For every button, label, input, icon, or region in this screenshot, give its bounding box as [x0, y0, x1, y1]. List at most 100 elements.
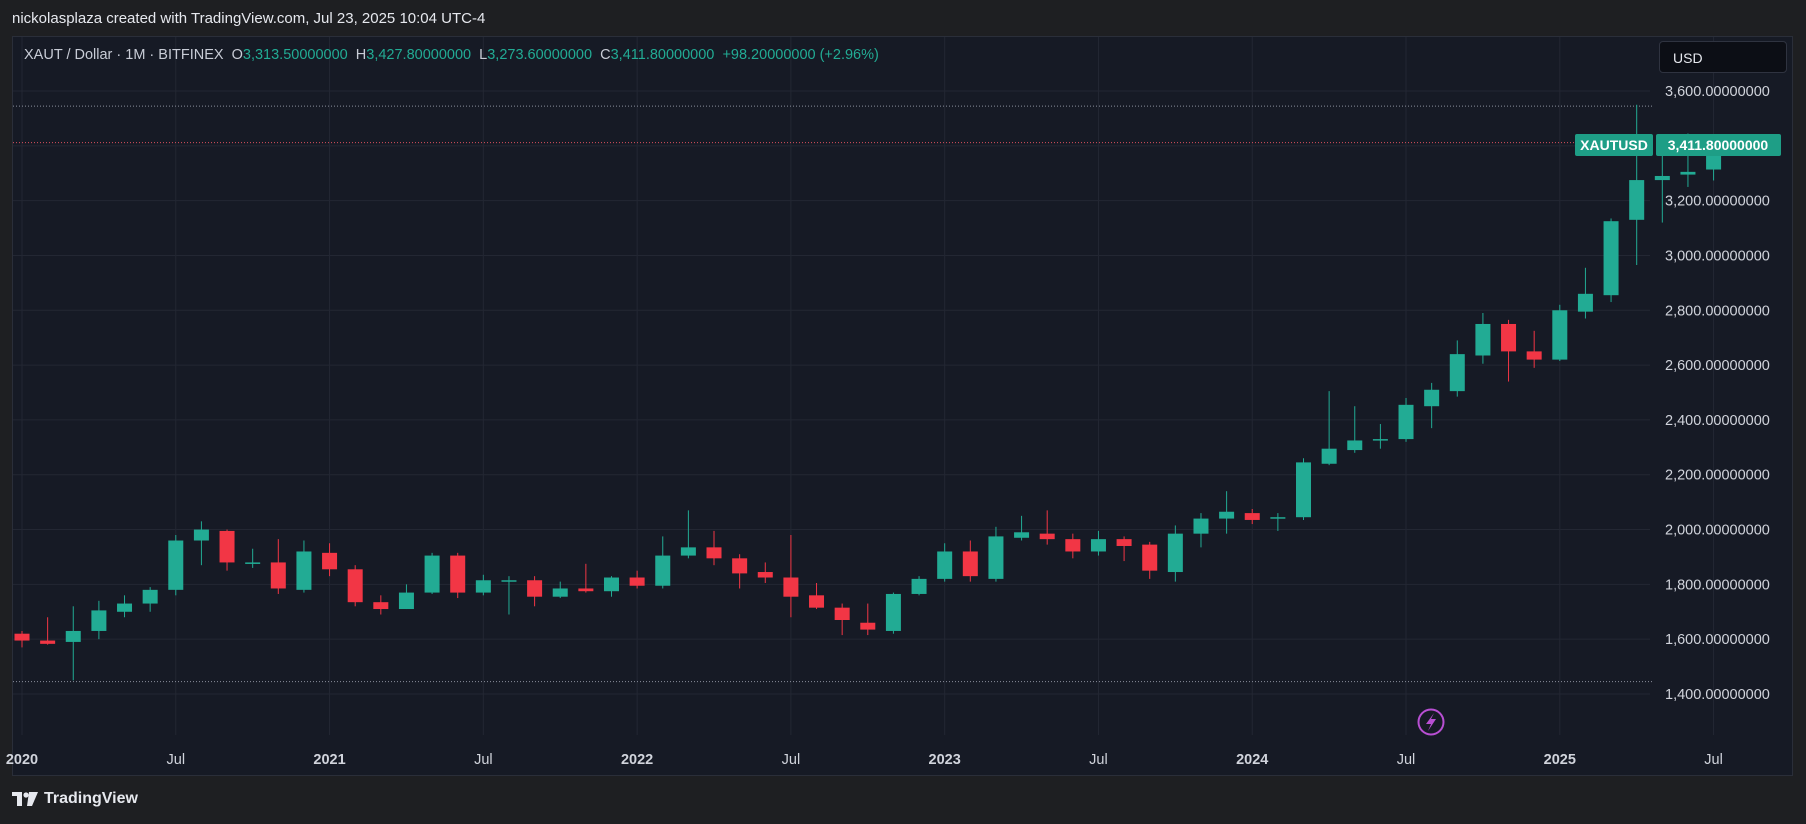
candle[interactable]: [1629, 104, 1645, 266]
candle[interactable]: [1244, 508, 1260, 525]
candle[interactable]: [40, 617, 56, 645]
currency-selector[interactable]: USD: [1659, 41, 1787, 73]
candle[interactable]: [65, 606, 81, 681]
low-label: L: [479, 47, 488, 63]
candle[interactable]: [1065, 533, 1081, 559]
change-value: +98.20000000 (+2.96%): [722, 47, 879, 63]
lightning-bolt-icon[interactable]: [1417, 708, 1445, 736]
candle[interactable]: [14, 630, 30, 648]
candle[interactable]: [117, 595, 133, 618]
candle-body: [219, 530, 235, 563]
candle-body: [962, 551, 978, 577]
candle[interactable]: [245, 548, 261, 568]
candle-body: [1398, 404, 1414, 440]
candle[interactable]: [1296, 458, 1311, 520]
candle[interactable]: [1372, 424, 1388, 449]
candle-body: [91, 610, 107, 631]
candle[interactable]: [450, 552, 466, 599]
candle[interactable]: [962, 540, 978, 582]
candle[interactable]: [706, 530, 722, 566]
time-tick-label: Jul: [782, 752, 801, 768]
candle-body: [424, 555, 440, 593]
candle-body: [1321, 448, 1337, 464]
candle[interactable]: [1219, 491, 1235, 534]
candle[interactable]: [552, 581, 568, 599]
candle[interactable]: [783, 535, 799, 618]
candle[interactable]: [1347, 406, 1363, 453]
symbol-title[interactable]: XAUT / Dollar · 1M · BITFINEX: [24, 47, 224, 63]
candle[interactable]: [373, 595, 389, 615]
candle[interactable]: [1603, 218, 1619, 303]
candle[interactable]: [655, 536, 671, 589]
candle[interactable]: [398, 584, 414, 610]
candle-body: [1475, 323, 1491, 356]
candle[interactable]: [1193, 513, 1209, 548]
time-tick-label: Jul: [474, 752, 493, 768]
candle-body: [1014, 532, 1030, 538]
candle[interactable]: [347, 565, 363, 607]
candle[interactable]: [322, 543, 338, 577]
candle-body: [527, 580, 543, 597]
candle[interactable]: [757, 562, 773, 583]
candle[interactable]: [1321, 391, 1337, 466]
candle-body: [1449, 354, 1465, 392]
candle-body: [757, 572, 773, 578]
candle[interactable]: [834, 603, 850, 636]
candle[interactable]: [1270, 513, 1286, 531]
candle[interactable]: [1167, 525, 1183, 582]
candle[interactable]: [1398, 397, 1414, 442]
candle[interactable]: [168, 535, 184, 596]
candle[interactable]: [1142, 541, 1158, 579]
tradingview-logo[interactable]: TradingView: [12, 790, 138, 808]
candle[interactable]: [1449, 340, 1465, 397]
candle[interactable]: [1039, 510, 1055, 545]
candle[interactable]: [937, 543, 953, 582]
candle[interactable]: [142, 587, 158, 612]
candle[interactable]: [219, 529, 235, 571]
candle[interactable]: [1116, 536, 1132, 562]
candle[interactable]: [988, 526, 1004, 582]
close-value: 3,411.80000000: [610, 47, 715, 63]
candle[interactable]: [270, 539, 286, 594]
candle[interactable]: [732, 554, 748, 589]
candle-body: [809, 595, 825, 608]
candle[interactable]: [1501, 319, 1517, 382]
candle-body: [1244, 513, 1260, 520]
candle[interactable]: [1552, 304, 1568, 361]
candle-body: [911, 578, 927, 594]
chart-panel[interactable]: [12, 36, 1793, 776]
candle[interactable]: [91, 600, 107, 640]
candle[interactable]: [911, 576, 927, 596]
candle[interactable]: [527, 576, 543, 607]
candle[interactable]: [1014, 515, 1030, 541]
candle[interactable]: [296, 540, 312, 593]
price-tag: XAUTUSD 3,411.80000000: [1575, 134, 1781, 156]
candle[interactable]: [1577, 267, 1593, 319]
price-axis: 1,400.00000000 1,600.00000000 1,800.000000…: [1665, 84, 1770, 703]
candle[interactable]: [629, 570, 645, 589]
candle[interactable]: [1090, 530, 1106, 556]
price-tag-symbol-bg: [1575, 134, 1653, 156]
candle-body: [1090, 539, 1106, 552]
candle[interactable]: [424, 552, 440, 594]
candle[interactable]: [193, 521, 209, 566]
candle[interactable]: [578, 563, 594, 593]
candle[interactable]: [809, 582, 825, 610]
chart-credit: nickolasplaza created with TradingView.c…: [12, 10, 486, 27]
candle[interactable]: [501, 576, 517, 615]
candle[interactable]: [860, 603, 876, 636]
candle[interactable]: [1424, 382, 1440, 429]
high-value: 3,427.80000000: [366, 47, 472, 63]
candle[interactable]: [885, 592, 901, 634]
candle[interactable]: [475, 574, 491, 596]
candle-body: [1654, 175, 1670, 181]
price-tag-value-bg: [1656, 134, 1781, 156]
candle[interactable]: [603, 576, 619, 597]
candle[interactable]: [1475, 313, 1491, 364]
candle[interactable]: [680, 510, 696, 559]
close-label: C: [600, 47, 611, 63]
candle-body: [1116, 539, 1132, 546]
candle-body: [347, 569, 363, 603]
candle[interactable]: [1526, 330, 1542, 368]
